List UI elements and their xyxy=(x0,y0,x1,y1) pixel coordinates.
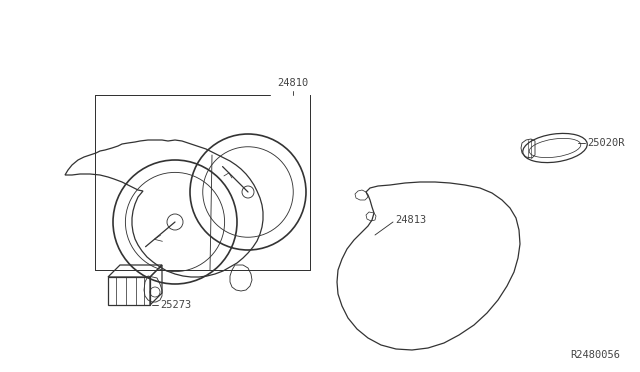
Text: 25020R: 25020R xyxy=(587,138,625,148)
Text: 24813: 24813 xyxy=(395,215,426,225)
Text: 25273: 25273 xyxy=(160,300,191,310)
Text: 24810: 24810 xyxy=(277,78,308,88)
Text: R2480056: R2480056 xyxy=(570,350,620,360)
